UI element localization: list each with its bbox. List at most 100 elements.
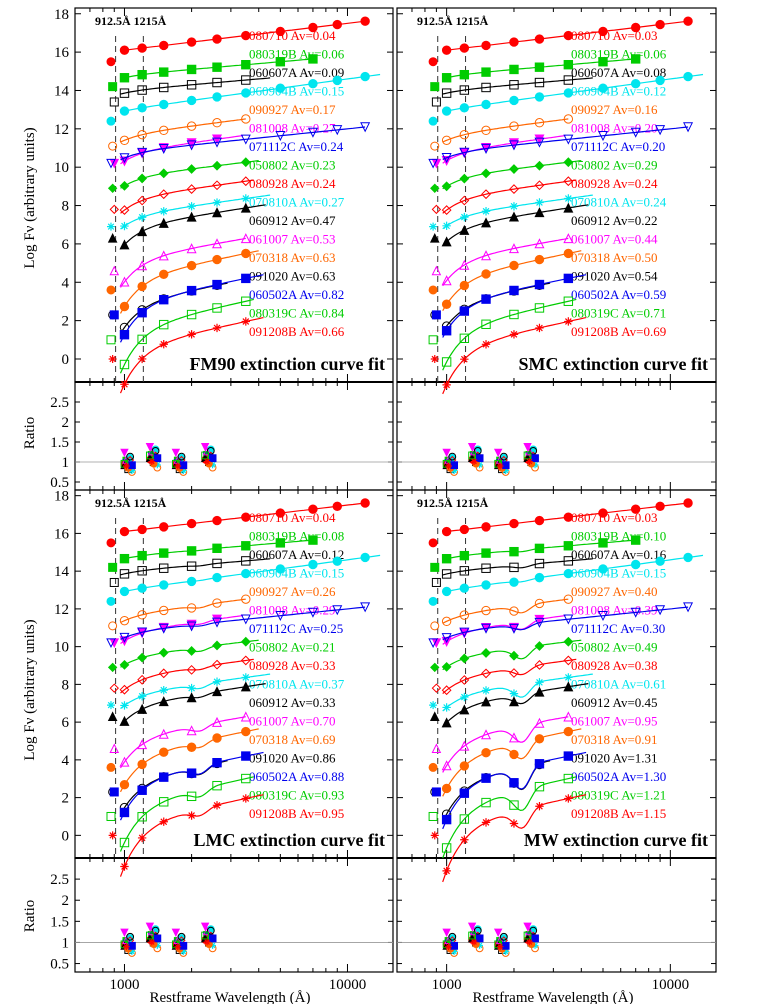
- data-point: [308, 504, 318, 514]
- data-point: [509, 80, 519, 90]
- legend-label: 070810A Av=0.24: [571, 195, 667, 210]
- data-point: [534, 558, 545, 569]
- data-point: [137, 334, 147, 345]
- data-point-blue: [429, 222, 438, 231]
- data-point-blue: [428, 811, 438, 821]
- data-point: [241, 794, 251, 803]
- guide-label: 912.5Å 1215Å: [417, 496, 489, 510]
- data-point: [119, 301, 130, 312]
- fit-line: [442, 237, 569, 287]
- data-point: [275, 611, 286, 622]
- data-point: [137, 739, 148, 750]
- data-point: [186, 603, 197, 613]
- data-point: [212, 198, 222, 207]
- data-point: [119, 659, 130, 670]
- main-plot-frame: [396, 7, 717, 383]
- legend-label: 090927 Av=0.26: [249, 584, 336, 599]
- data-point: [241, 59, 251, 70]
- ratio-point: [128, 941, 136, 950]
- data-point: [459, 173, 470, 184]
- data-point-blue: [107, 711, 118, 721]
- data-point: [534, 598, 545, 609]
- data-point-blue: [106, 538, 116, 548]
- data-point: [509, 778, 519, 788]
- ratio-point: [501, 461, 510, 470]
- ratio-point: [145, 922, 155, 932]
- data-point: [441, 661, 452, 672]
- data-point-blue: [430, 354, 439, 363]
- legend-label: 060607A Av=0.16: [571, 547, 667, 562]
- data-point: [212, 659, 222, 670]
- legend-label: 081008 Av=0.39: [571, 603, 658, 618]
- ratio-point: [442, 928, 451, 938]
- data-point: [509, 819, 519, 828]
- data-point: [308, 79, 318, 89]
- data-point: [186, 309, 197, 320]
- data-point: [186, 546, 197, 556]
- data-point: [630, 559, 641, 570]
- data-point: [630, 79, 641, 89]
- legend-label: 080710 Av=0.04: [249, 28, 336, 43]
- y-tick-label: 18: [54, 489, 69, 505]
- data-point: [120, 380, 129, 389]
- data-point: [212, 686, 223, 697]
- data-point: [441, 45, 452, 55]
- data-point: [563, 59, 574, 70]
- ratio-tick-label: 0.5: [50, 475, 69, 491]
- data-point: [137, 69, 147, 80]
- data-point: [119, 239, 130, 250]
- data-point: [563, 541, 574, 551]
- data-point: [137, 674, 148, 685]
- data-point: [186, 791, 197, 802]
- data-point: [332, 75, 342, 86]
- data-point: [212, 323, 222, 333]
- data-point: [441, 181, 452, 192]
- y-tick-label: 4: [62, 753, 70, 769]
- fit-line: [120, 179, 254, 214]
- data-point: [459, 195, 470, 206]
- legend-label: 070318 Av=0.91: [571, 732, 658, 747]
- data-point: [563, 773, 574, 784]
- data-point: [137, 652, 148, 663]
- data-point: [564, 794, 573, 803]
- data-point: [441, 88, 452, 98]
- data-point: [630, 54, 641, 64]
- y-tick-label: 10: [54, 640, 69, 656]
- series-060912: [429, 202, 589, 470]
- legend-label: 060912 Av=0.33: [249, 695, 336, 710]
- data-point: [119, 615, 130, 626]
- series-060912: [107, 681, 266, 950]
- data-point: [307, 607, 318, 618]
- y-axis-label-ratio-bottom: Ratio: [22, 900, 38, 933]
- legend-label: 071112C Av=0.24: [249, 139, 344, 154]
- data-point: [241, 296, 251, 306]
- data-point: [481, 580, 491, 590]
- data-point: [460, 212, 469, 222]
- legend-label: 071112C Av=0.30: [571, 621, 665, 636]
- ratio-point: [171, 448, 181, 458]
- data-point: [212, 640, 222, 651]
- data-point: [534, 759, 545, 769]
- data-point-blue: [106, 638, 116, 648]
- data-point: [241, 30, 251, 41]
- ratio-point: [200, 922, 210, 932]
- data-point: [534, 92, 545, 102]
- series-060502A: [109, 751, 264, 950]
- legend-label: 070318 Av=0.69: [249, 732, 336, 747]
- data-point: [655, 125, 666, 136]
- data-point: [159, 82, 169, 93]
- data-point: [534, 77, 545, 88]
- x-tick-label: 1000: [432, 977, 462, 993]
- data-point: [459, 333, 470, 344]
- x-tick-label: 10000: [329, 977, 367, 993]
- data-point: [212, 118, 222, 128]
- data-point: [459, 761, 470, 771]
- legend-label: 050802 Av=0.29: [571, 158, 658, 173]
- data-point: [240, 176, 251, 187]
- data-point: [481, 319, 491, 329]
- ratio-point: [200, 442, 210, 452]
- data-point-blue: [430, 831, 439, 840]
- data-point: [683, 122, 694, 133]
- data-point: [240, 711, 251, 722]
- series-060912: [429, 681, 589, 950]
